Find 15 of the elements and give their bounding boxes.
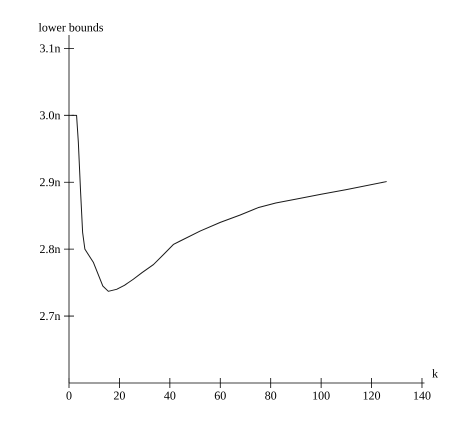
x-tick-label: 60 — [214, 392, 226, 400]
x-tick-label: 0 — [66, 392, 72, 400]
y-tick-label: 3.0n — [40, 111, 60, 120]
y-tick-label: 2.8n — [40, 245, 60, 254]
x-axis-title: k — [432, 369, 438, 378]
y-tick-label: 2.9n — [40, 178, 60, 186]
x-tick-label: 20 — [114, 392, 125, 400]
x-tick-label: 140 — [414, 392, 431, 400]
y-tick-label: 3.1n — [40, 44, 60, 52]
y-tick-label: 2.7n — [40, 312, 60, 320]
x-tick-label: 40 — [164, 392, 176, 400]
x-tick-label: 100 — [313, 392, 330, 400]
x-tick-label: 80 — [265, 392, 276, 400]
x-tick-label: 120 — [364, 392, 380, 400]
y-axis-title: lower bounds — [38, 23, 104, 32]
